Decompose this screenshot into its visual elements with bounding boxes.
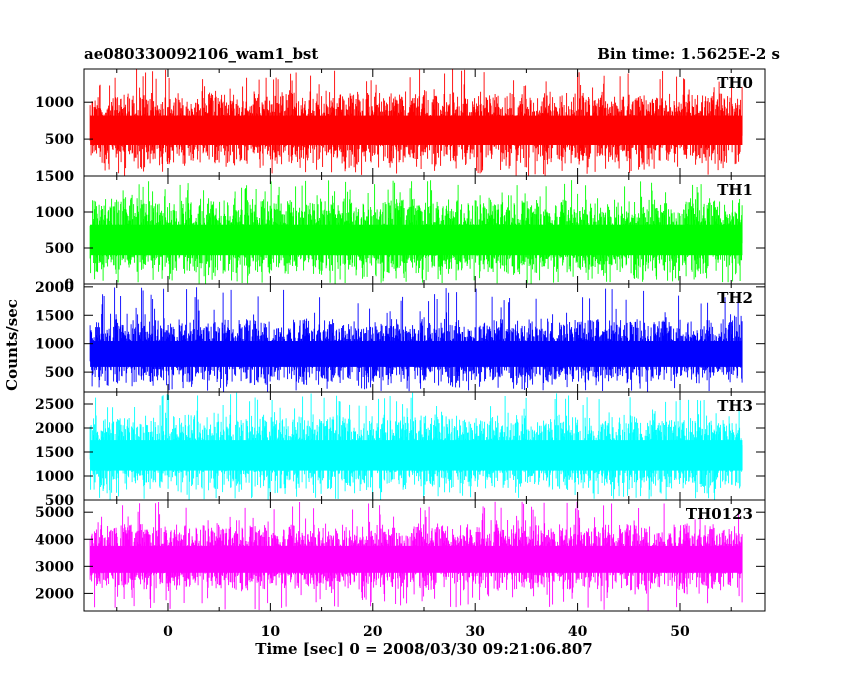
y-tick-label: 500	[45, 365, 74, 381]
panel-label: TH1	[717, 181, 753, 199]
y-tick-label: 1000	[35, 337, 74, 353]
x-axis-label: Time [sec] 0 = 2008/03/30 09:21:06.807	[255, 640, 592, 658]
panel-th1: 0 500 1000 1500 TH1	[35, 169, 766, 293]
series-core-th0	[90, 115, 743, 145]
panel-th3: 500 1000 1500 2000 2500 TH3	[35, 391, 766, 509]
y-tick-label: 0	[64, 169, 74, 185]
y-tick-label: 500	[45, 241, 74, 257]
y-tick-label: 3000	[35, 559, 74, 575]
x-tick-label: 50	[670, 624, 690, 640]
y-tick-label: 4000	[35, 532, 74, 548]
y-tick-label: 2000	[35, 280, 74, 296]
series-th2	[89, 287, 743, 392]
x-tick-label: 20	[363, 624, 383, 640]
y-tick-label: 2500	[35, 397, 74, 413]
panel-label: TH0123	[686, 505, 753, 523]
series-core-th2	[90, 341, 743, 367]
series-core-th1	[90, 224, 743, 256]
panel-label: TH3	[717, 397, 753, 415]
panel-th2: 500 1000 1500 2000 TH2	[35, 280, 766, 393]
y-tick-label: 1000	[35, 205, 74, 221]
bin-time-label: Bin time: 1.5625E-2 s	[597, 45, 780, 63]
y-tick-label: 1500	[35, 308, 74, 324]
y-tick-label: 2000	[35, 586, 74, 602]
series-core-th3	[90, 440, 743, 471]
x-tick-label: 0	[163, 624, 173, 640]
panel-th0123: 2000 3000 4000 5000 TH0123	[35, 499, 766, 612]
panel-label: TH0	[717, 74, 753, 92]
y-tick-label: 1500	[35, 169, 74, 185]
x-tick-label: 30	[465, 624, 485, 640]
y-tick-label: 1000	[35, 469, 74, 485]
y-tick-label: 5000	[35, 505, 74, 521]
series-core-th0123	[90, 545, 743, 573]
y-axis-label: Counts/sec	[3, 299, 21, 391]
panel-frame	[83, 499, 766, 612]
panels-group: 0 500 1000 TH0 0 500 1000 1500 TH1 500 1000 1500 200…	[35, 68, 766, 612]
x-tick-label: 10	[261, 624, 281, 640]
y-tick-label: 500	[45, 493, 74, 509]
panel-th0: 0 500 1000 TH0	[35, 68, 766, 185]
x-tick-label: 40	[568, 624, 588, 640]
y-tick-label: 1000	[35, 95, 74, 111]
y-tick-label: 2000	[35, 421, 74, 437]
y-tick-label: 1500	[35, 445, 74, 461]
panel-label: TH2	[717, 289, 753, 307]
x-axis: 0 10 20 30 40 50	[163, 624, 690, 640]
y-tick-label: 500	[45, 132, 74, 148]
y-tick-label: 0	[64, 277, 74, 293]
chart-title: ae080330092106_wam1_bst	[84, 45, 318, 63]
